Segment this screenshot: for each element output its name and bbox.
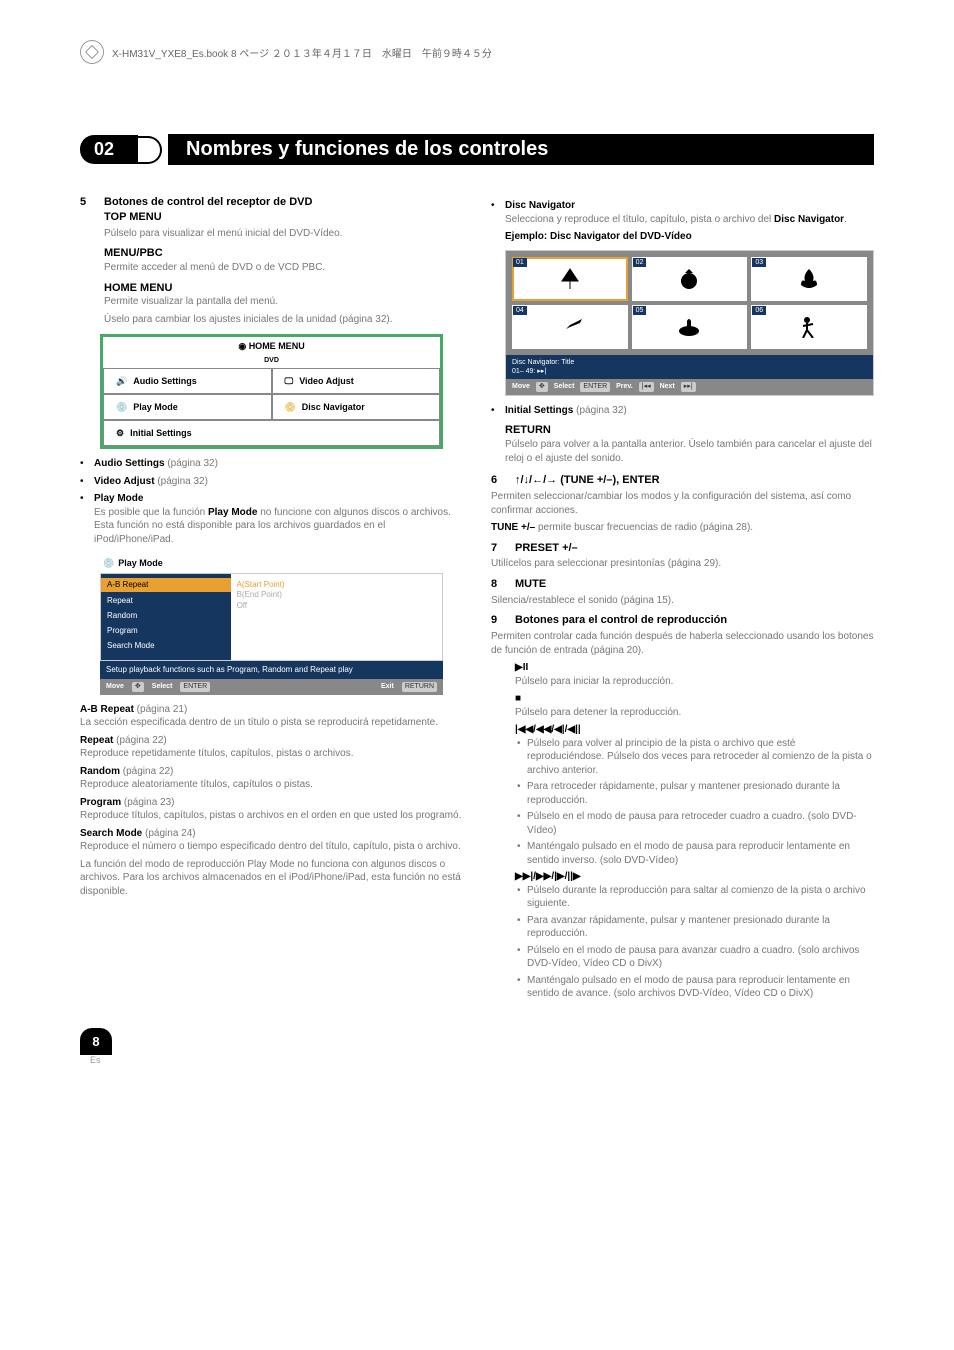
thumb-icon (677, 317, 701, 337)
sec5-p4: Úselo para cambiar los ajustes iniciales… (104, 313, 463, 327)
menu-initial-settings: ⚙Initial Settings (103, 420, 440, 446)
sec5-h4: HOME MENU (104, 281, 463, 296)
source-header: X-HM31V_YXE8_Es.book 8 ページ ２０１３年４月１７日 水曜… (80, 40, 954, 64)
thumb-icon (558, 267, 582, 291)
pill-arc (134, 136, 162, 164)
sec5-p1: Púlselo para visualizar el menú inicial … (104, 227, 463, 241)
menu-audio-settings: 🔊Audio Settings (103, 368, 272, 394)
chapter-title-bar: 02 Nombres y funciones de los controles (80, 134, 874, 165)
speaker-icon: 🔊 (116, 375, 127, 387)
sec5-h3: MENU/PBC (104, 246, 463, 261)
page-lang: Es (90, 1055, 112, 1065)
sec5-h1: Botones de control del receptor de DVD (104, 195, 312, 210)
sec5-num: 5 (80, 195, 94, 225)
page-content: 02 Nombres y funciones de los controles … (0, 74, 954, 1105)
disc-icon: ◉ (238, 341, 246, 351)
menu-disc-navigator: 📀Disc Navigator (272, 394, 441, 420)
home-menu-box: ◉ HOME MENU DVD 🔊Audio Settings 🖵Video A… (100, 334, 443, 449)
nav-icon: 📀 (285, 401, 296, 413)
reg-mark-icon (80, 40, 104, 64)
header-filename: X-HM31V_YXE8_Es.book 8 ページ ２０１３年４月１７日 水曜… (112, 45, 492, 60)
chapter-title: Nombres y funciones de los controles (168, 134, 874, 165)
thumb-icon (799, 316, 819, 338)
menu-video-adjust: 🖵Video Adjust (272, 368, 441, 394)
disc-icon: 💿 (103, 557, 114, 569)
sec5-h2: TOP MENU (104, 210, 312, 225)
monitor-icon: 🖵 (285, 375, 294, 387)
home-menu-title: ◉ HOME MENU DVD (103, 337, 440, 368)
play-mode-box: 💿Play Mode A-B Repeat Repeat Random Prog… (100, 554, 443, 694)
chapter-number: 02 (80, 135, 138, 164)
thumb-icon (797, 267, 821, 291)
sec5-p2: Permite acceder al menú de DVD o de VCD … (104, 261, 463, 275)
sec5-p3: Permite visualizar la pantalla del menú. (104, 295, 463, 309)
left-column: 5 Botones de control del receptor de DVD… (80, 195, 463, 1004)
page-number: 8 (80, 1028, 112, 1055)
disc-icon: 💿 (116, 401, 127, 413)
thumb-icon (556, 317, 584, 337)
disc-navigator-box: 01 02 03 04 05 06 Disc Navigator: Title0… (505, 250, 874, 396)
gear-icon: ⚙ (116, 427, 124, 439)
thumb-icon (677, 267, 701, 291)
right-column: •Disc Navigator Selecciona y reproduce e… (491, 195, 874, 1004)
page-footer: 8 Es (80, 1028, 874, 1065)
menu-play-mode: 💿Play Mode (103, 394, 272, 420)
